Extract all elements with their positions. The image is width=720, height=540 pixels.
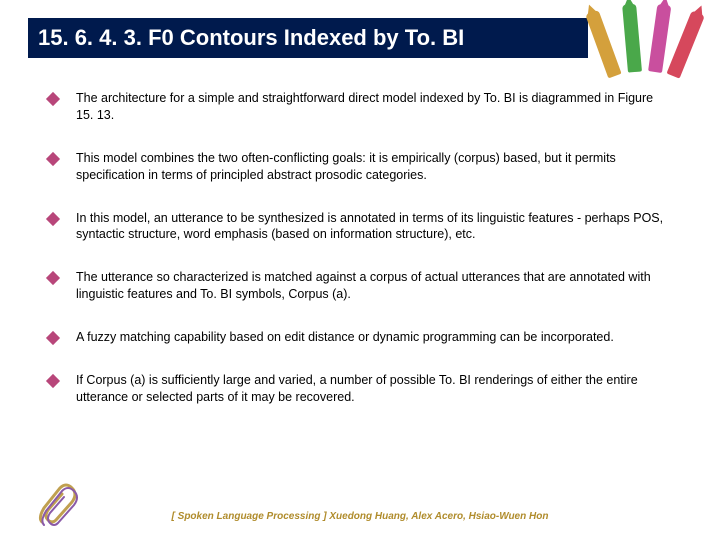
bullet-text: If Corpus (a) is sufficiently large and … (76, 372, 668, 406)
diamond-bullet-icon (46, 374, 60, 388)
diamond-bullet-icon (46, 331, 60, 345)
crayon-icon (585, 10, 621, 79)
content-area: The architecture for a simple and straig… (48, 90, 668, 432)
list-item: This model combines the two often-confli… (48, 150, 668, 184)
diamond-bullet-icon (46, 211, 60, 225)
diamond-bullet-icon (46, 152, 60, 166)
diamond-bullet-icon (46, 92, 60, 106)
bullet-text: In this model, an utterance to be synthe… (76, 210, 668, 244)
list-item: In this model, an utterance to be synthe… (48, 210, 668, 244)
list-item: A fuzzy matching capability based on edi… (48, 329, 668, 346)
footer-citation: [ Spoken Language Processing ] Xuedong H… (0, 511, 720, 522)
crayon-decoration (596, 0, 696, 80)
bullet-text: This model combines the two often-confli… (76, 150, 668, 184)
title-bar: 15. 6. 4. 3. F0 Contours Indexed by To. … (28, 18, 588, 58)
diamond-bullet-icon (46, 271, 60, 285)
list-item: If Corpus (a) is sufficiently large and … (48, 372, 668, 406)
crayon-icon (648, 4, 671, 73)
bullet-text: The utterance so characterized is matche… (76, 269, 668, 303)
bullet-text: A fuzzy matching capability based on edi… (76, 329, 614, 346)
bullet-text: The architecture for a simple and straig… (76, 90, 668, 124)
slide-title: 15. 6. 4. 3. F0 Contours Indexed by To. … (38, 25, 464, 51)
paperclip-icon (34, 478, 82, 534)
list-item: The architecture for a simple and straig… (48, 90, 668, 124)
crayon-icon (667, 10, 705, 78)
crayon-icon (622, 4, 642, 73)
list-item: The utterance so characterized is matche… (48, 269, 668, 303)
